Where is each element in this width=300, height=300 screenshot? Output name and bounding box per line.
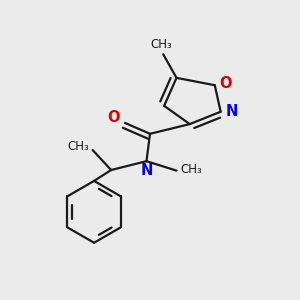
Text: CH₃: CH₃ [68,140,89,153]
Text: CH₃: CH₃ [180,163,202,176]
Text: N: N [140,163,153,178]
Text: CH₃: CH₃ [150,38,172,51]
Text: O: O [220,76,232,91]
Text: O: O [107,110,120,125]
Text: N: N [226,104,238,119]
